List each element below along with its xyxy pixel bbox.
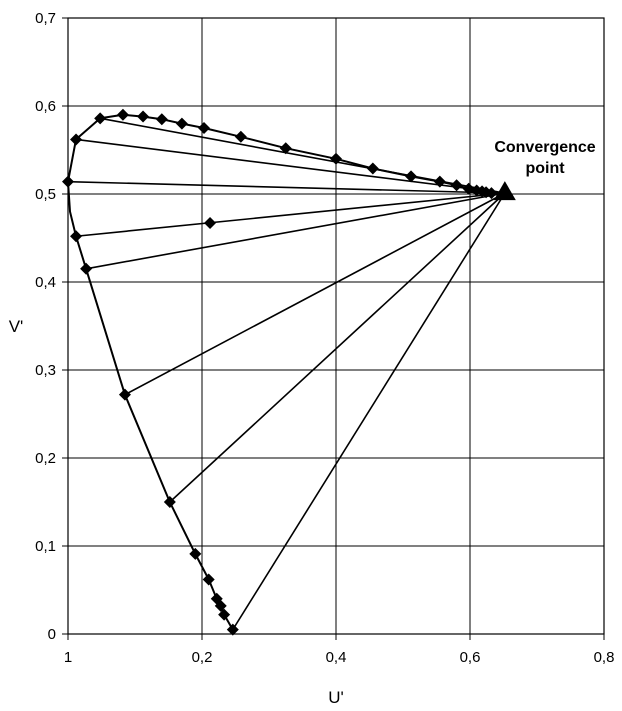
x-tick-label: 0,6 [460, 649, 481, 666]
data-point-marker [450, 179, 463, 192]
data-point-marker [175, 117, 188, 130]
convergence-point-group: Convergence point [493, 139, 596, 201]
data-point-marker [118, 388, 131, 401]
data-point-marker [218, 608, 231, 621]
data-point-marker [204, 217, 217, 230]
y-tick-label: 0,4 [35, 274, 56, 291]
data-point-marker [70, 133, 83, 146]
data-point-marker [62, 175, 74, 188]
data-point-marker [70, 230, 83, 243]
data-point-marker [80, 262, 93, 275]
data-point-marker [214, 599, 227, 612]
x-tick-label: 1 [64, 649, 72, 666]
y-tick-label: 0,6 [35, 98, 56, 115]
data-point-marker [155, 113, 168, 126]
y-tick-label: 0 [48, 626, 56, 643]
data-point-marker [198, 122, 211, 134]
ray-line-4 [85, 192, 505, 270]
locus-curve-line [67, 113, 242, 631]
convergence-point-triangle [493, 181, 516, 201]
data-point-marker [366, 162, 379, 175]
data-point-marker [234, 130, 247, 143]
convergence-point-label: Convergence point [494, 139, 595, 177]
data-point-marker [94, 112, 107, 125]
data-point-marker [433, 175, 446, 188]
x-tick-label: 0,4 [326, 649, 347, 666]
convergence-point-label-line: Convergence [494, 139, 595, 156]
ray-line-5 [124, 192, 506, 396]
ray-line-6 [169, 192, 506, 503]
y-tick-label: 0,5 [35, 186, 56, 203]
ray-line-2 [67, 180, 505, 194]
convergence-point-label-line: point [525, 160, 565, 177]
plot-frame [62, 17, 605, 640]
convergence-rays [67, 117, 506, 631]
data-point-marker [279, 142, 292, 155]
x-tick-label: 0,2 [192, 649, 213, 666]
data-point-marker [189, 547, 202, 560]
ray-line-3 [75, 192, 505, 238]
data-point-marker [330, 152, 342, 165]
data-point-marker [202, 573, 215, 586]
grid-lines [67, 17, 605, 635]
y-tick-label: 0,2 [35, 450, 56, 467]
data-point-marker [462, 182, 475, 195]
y-tick-label: 0,1 [35, 538, 56, 555]
y-tick-label: 0,7 [35, 10, 56, 27]
y-axis-label: V' [9, 317, 24, 336]
y-tick-labels: 0 0,1 0,2 0,3 0,4 0,5 0,6 0,7 [35, 10, 56, 643]
data-markers [62, 108, 498, 636]
data-point-marker [137, 110, 150, 123]
ray-line-7 [232, 192, 506, 631]
data-point-marker [163, 496, 176, 508]
x-axis-label: U' [328, 688, 344, 707]
x-tick-labels: 1 0,2 0,4 0,6 0,8 [64, 649, 615, 666]
y-tick-label: 0,3 [35, 362, 56, 379]
data-point-marker [405, 170, 418, 183]
data-point-marker [226, 623, 239, 636]
data-point-marker [485, 187, 498, 200]
x-tick-label: 0,8 [594, 649, 615, 666]
data-point-marker [116, 108, 129, 121]
ray-line-1 [75, 138, 505, 194]
